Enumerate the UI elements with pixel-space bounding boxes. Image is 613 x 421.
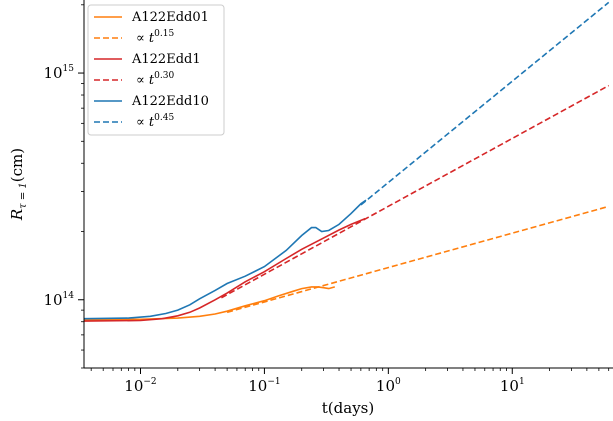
y-axis-label-unit: (cm): [8, 148, 26, 182]
series-line-1: [226, 205, 609, 314]
series-layer: [84, 1, 610, 322]
series-line-3: [221, 84, 610, 299]
x-axis-label: t(days): [322, 399, 374, 417]
legend-label-4: A122Edd10: [131, 94, 209, 109]
series-line-5: [360, 1, 610, 206]
legend-label-2: A122Edd1: [131, 52, 201, 67]
y-axis-label-sub: τ = 1: [18, 182, 29, 209]
legend-label-1: ∝ t0.15: [136, 29, 174, 46]
x-tick-label-1: 10−1: [248, 377, 280, 395]
legend-label-3: ∝ t0.30: [136, 71, 174, 88]
y-axis-label: Rτ = 1(cm): [8, 148, 29, 221]
x-tick-label-2: 100: [376, 377, 401, 395]
series-line-4: [84, 199, 367, 320]
series-line-2: [84, 217, 366, 322]
y-tick-label-0: 1014: [43, 291, 74, 309]
y-axis-label-main: R: [8, 209, 26, 221]
legend: A122Edd01 ∝ t0.15 A122Edd1 ∝ t0.30 A122Edd10…: [87, 4, 225, 136]
x-tick-label-0: 10−2: [124, 377, 156, 395]
series-line-0: [84, 286, 336, 321]
legend-label-0: A122Edd01: [131, 10, 209, 25]
axes-layer: 10−2 10−1 100 101 1014 1015: [43, 0, 613, 395]
y-tick-label-1: 1015: [43, 64, 74, 82]
x-tick-label-3: 101: [500, 377, 525, 395]
legend-label-5: ∝ t0.45: [136, 113, 174, 130]
